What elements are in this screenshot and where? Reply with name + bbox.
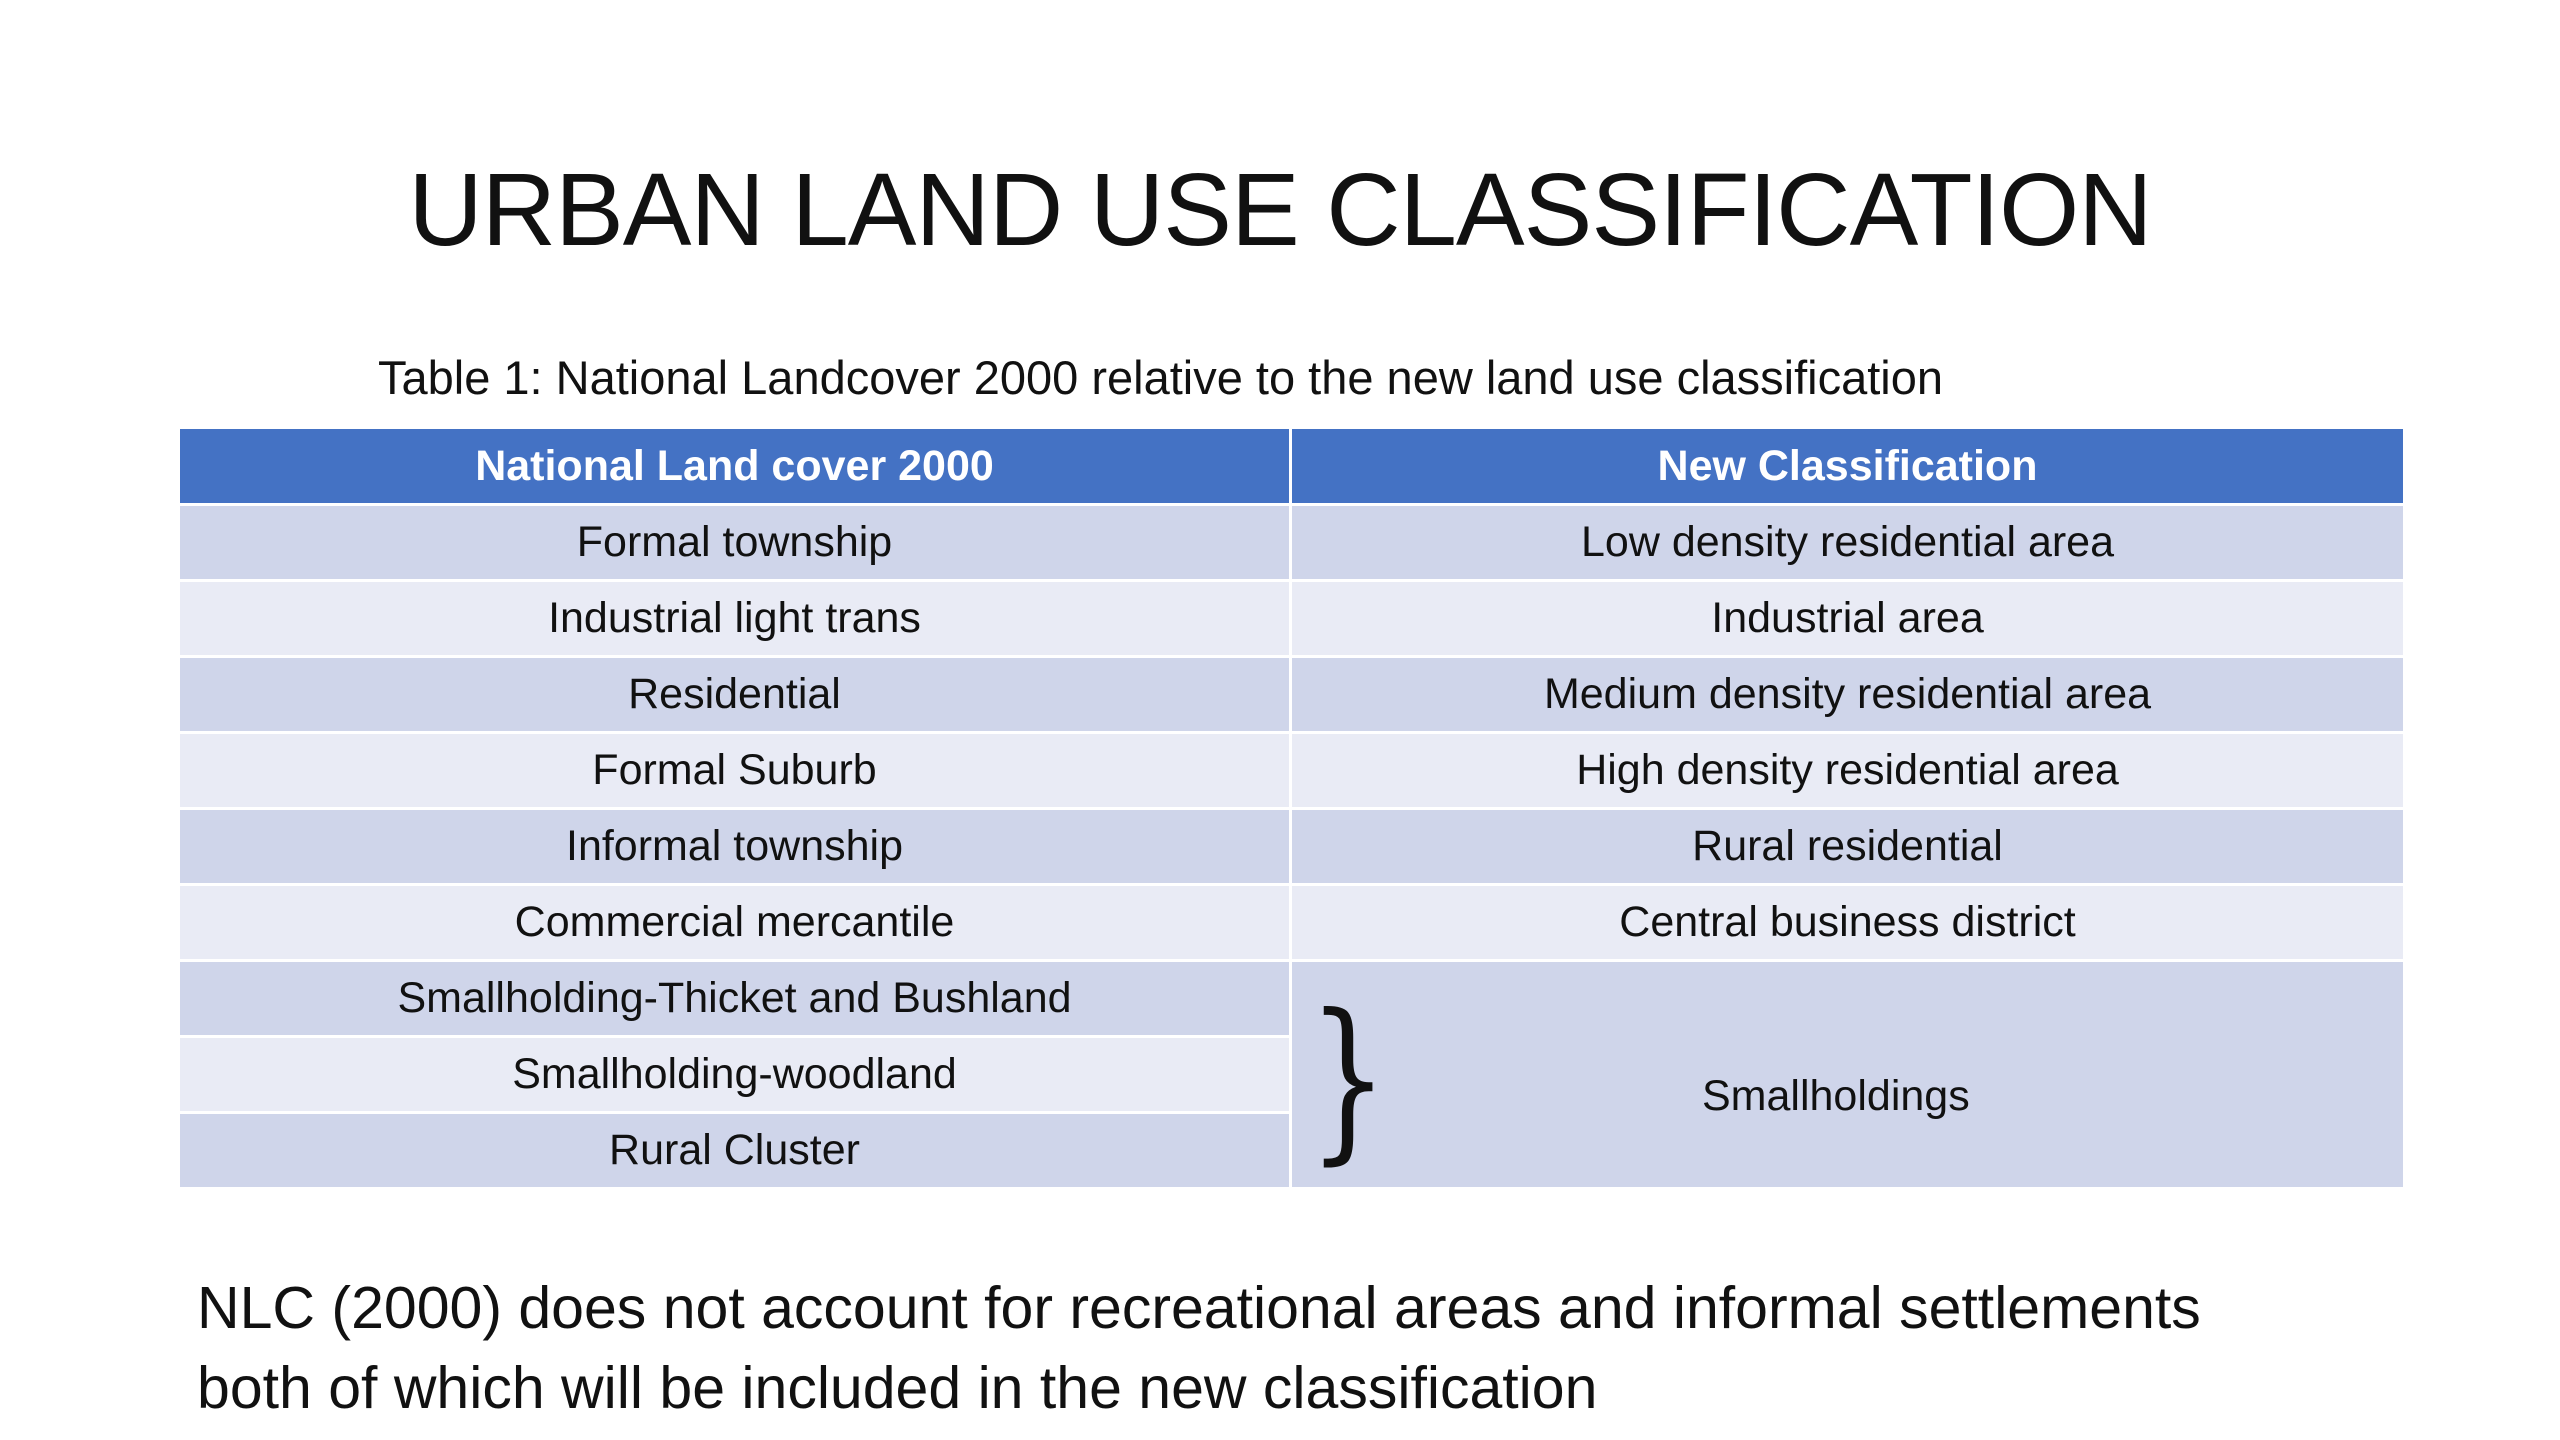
nlc-cell: Formal Suburb [177,731,1292,810]
nlc-cell: Informal township [177,807,1292,886]
table-caption: Table 1: National Landcover 2000 relativ… [378,351,1944,404]
new-class-cell: Industrial area [1289,579,2406,658]
footnote-line: both of which will be included in the ne… [197,1355,1598,1421]
header-new-classification: New Classification [1289,426,2406,506]
smallholdings-merged-cell: } Smallholdings [1289,959,2406,1190]
table-row: Industrial light trans Industrial area [177,579,2406,658]
footnote: NLC (2000) does not account for recreati… [197,1268,2201,1428]
header-national-land-cover: National Land cover 2000 [177,426,1292,506]
table-row: Smallholding-woodland [177,1035,2405,1114]
nlc-cell: Rural Cluster [177,1111,1292,1190]
nlc-cell: Smallholding-Thicket and Bushland [177,959,1292,1038]
table-row: Formal Suburb High density residential a… [177,731,2406,810]
new-class-cell: Central business district [1289,883,2406,962]
new-class-cell: Rural residential [1289,807,2406,886]
nlc-cell: Formal township [177,503,1292,582]
table-row: Commercial mercantile Central business d… [177,883,2406,962]
new-class-cell: Low density residential area [1289,503,2406,582]
land-use-table: National Land cover 2000 New Classificat… [177,426,2406,1190]
nlc-cell: Industrial light trans [177,579,1292,658]
table-row: Informal township Rural residential [177,807,2406,886]
curly-brace-icon: } [1308,978,1389,1181]
table-row: Rural Cluster [177,1111,2405,1190]
table-header-row: National Land cover 2000 New Classificat… [177,426,2406,506]
footnote-line: NLC (2000) does not account for recreati… [197,1275,2201,1341]
nlc-cell: Residential [177,655,1292,734]
table-row: Residential Medium density residential a… [177,655,2406,734]
new-class-cell: High density residential area [1289,731,2406,810]
table-row: Smallholding-Thicket and Bushland } Smal… [177,959,2406,1190]
nlc-cell: Smallholding-woodland [177,1035,1292,1114]
smallholdings-label: Smallholdings [1702,1072,1970,1120]
table-row: Formal township Low density residential … [177,503,2406,582]
nlc-cell: Commercial mercantile [177,883,1292,962]
slide-title: URBAN LAND USE CLASSIFICATION [408,152,2152,267]
new-class-cell: Medium density residential area [1289,655,2406,734]
